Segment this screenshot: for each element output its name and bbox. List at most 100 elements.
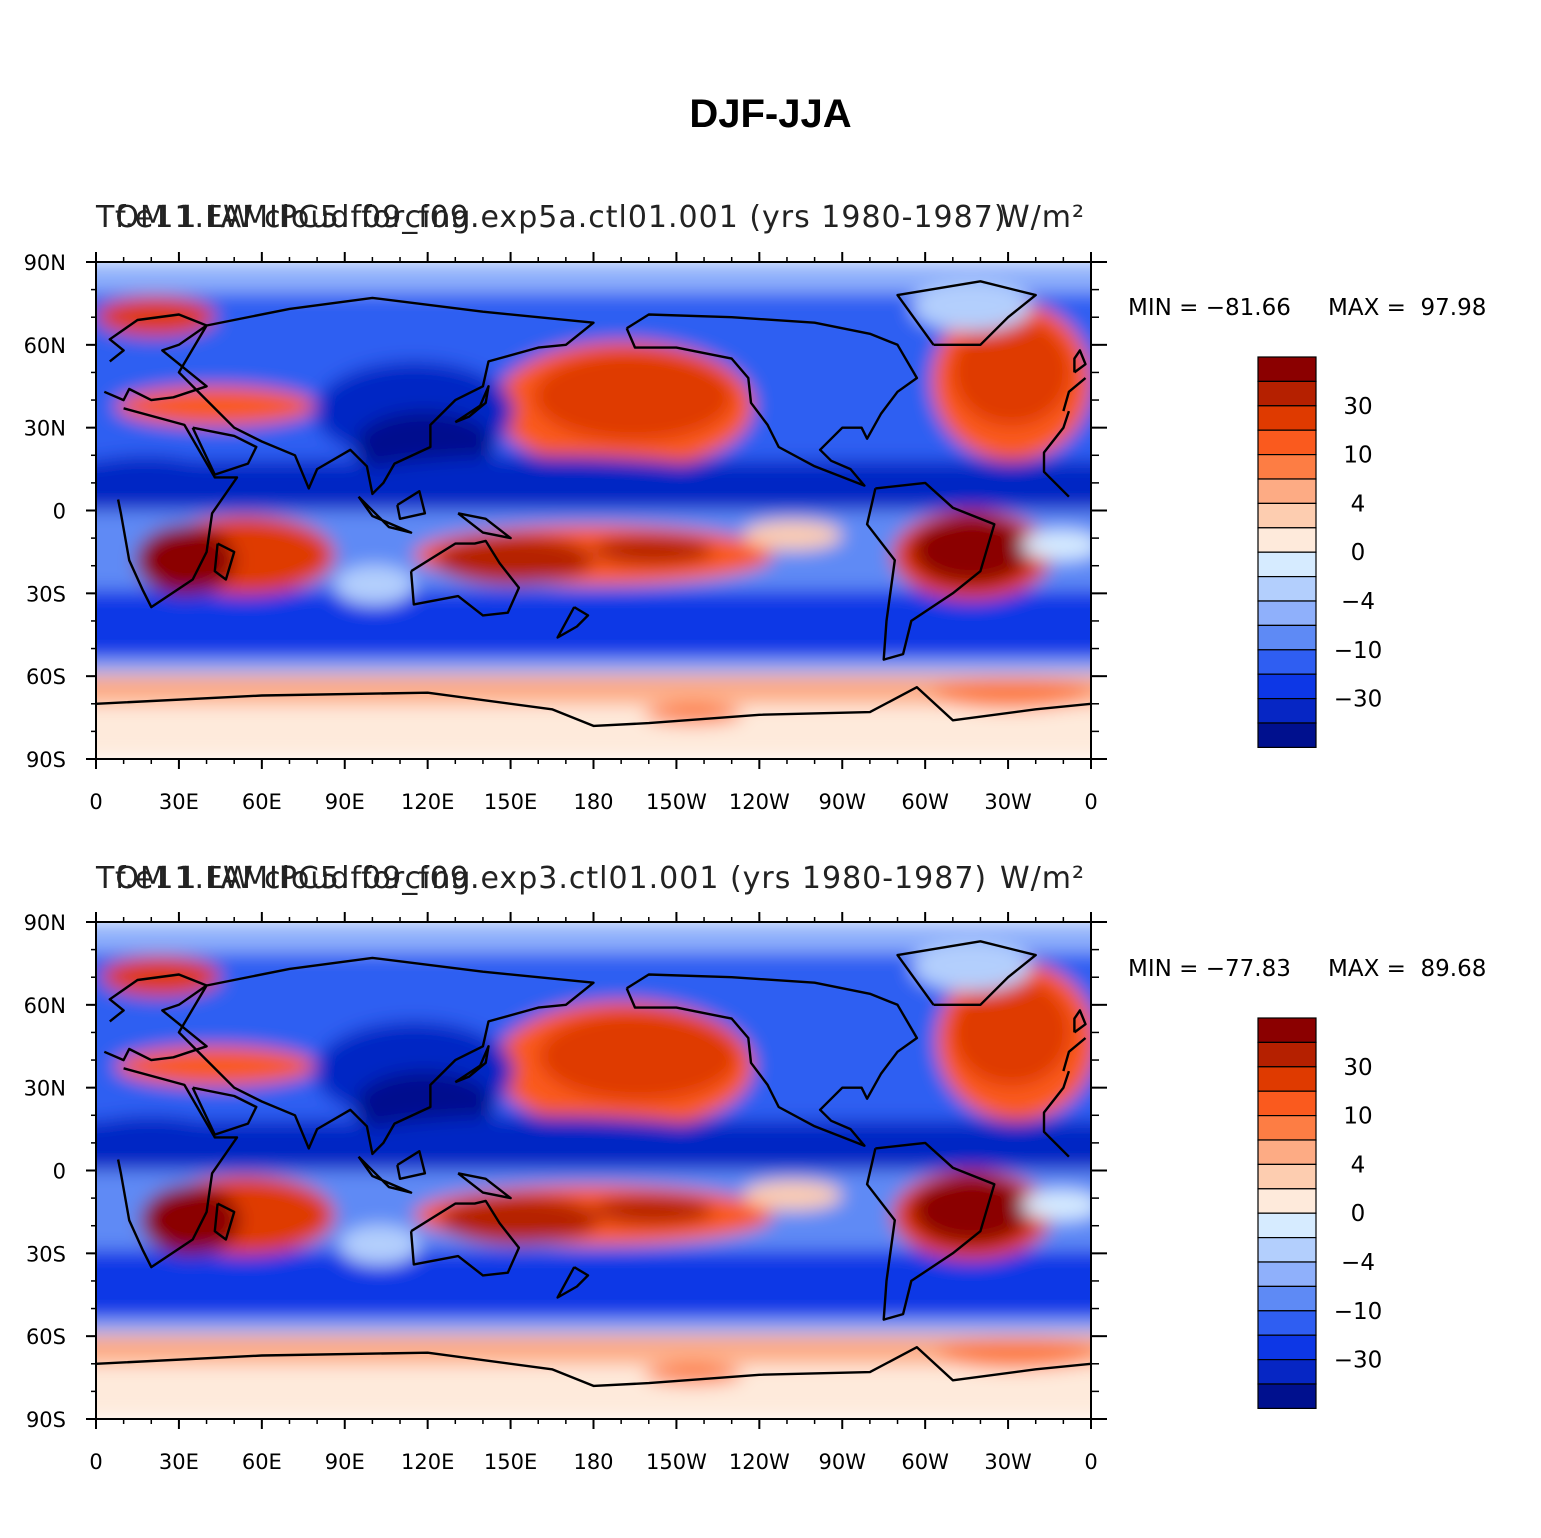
colorbar-swatch-1-10 bbox=[1257, 600, 1317, 626]
colorbar-swatch-2-10 bbox=[1257, 1261, 1317, 1287]
lat-tick-label-2-3: 0 bbox=[53, 1160, 66, 1184]
panel-2-center-title: f.e11.FAMIPC5.f09_f09.exp3.ctl01.001 (yr… bbox=[115, 861, 988, 896]
lon-tick-label-1-4: 120E bbox=[401, 790, 454, 814]
colorbar-swatch-1-5 bbox=[1257, 478, 1317, 504]
colorbar-label-1-2: 4 bbox=[1351, 491, 1366, 517]
field-contour-1-19 bbox=[1011, 460, 1091, 511]
panel-2-max-label: MAX = 89.68 bbox=[1328, 956, 1487, 982]
coastline-1-2 bbox=[177, 296, 595, 496]
lon-tick-label-2-8: 120W bbox=[729, 1450, 790, 1474]
colorbar-swatch-2-0 bbox=[1257, 1017, 1317, 1043]
map-panel-2: 0 30E 60E 90E 120E 150E 180 150W 120W 90W 60W 30W 09… bbox=[24, 911, 1383, 1474]
lon-tick-label-2-10: 60W bbox=[901, 1450, 949, 1474]
coastline-2-5 bbox=[865, 1141, 996, 1321]
lon-tick-label-2-1: 30E bbox=[159, 1450, 199, 1474]
field-contour-1-13 bbox=[951, 316, 1072, 427]
field-contour-2-14 bbox=[911, 941, 1032, 992]
colorbar-swatch-2-5 bbox=[1257, 1139, 1317, 1165]
colorbar-swatch-2-3 bbox=[1257, 1090, 1317, 1117]
colorbar-swatch-2-6 bbox=[1257, 1163, 1317, 1190]
lat-tick-label-1-4: 30S bbox=[26, 582, 66, 606]
coastline-2-12 bbox=[357, 1155, 413, 1194]
field-contour-2-13 bbox=[951, 976, 1072, 1087]
coastline-1-0 bbox=[116, 407, 1071, 609]
lon-tick-label-2-2: 60E bbox=[242, 1450, 282, 1474]
field-contour-2-16 bbox=[115, 1046, 315, 1087]
lon-tick-label-2-6: 180 bbox=[573, 1450, 613, 1474]
coastline-1-11 bbox=[396, 490, 427, 520]
coastline-2-13 bbox=[457, 1172, 512, 1200]
lon-tick-label-1-3: 90E bbox=[325, 790, 365, 814]
colorbar-swatch-2-7 bbox=[1257, 1188, 1317, 1214]
field-contour-1-30 bbox=[931, 679, 1091, 710]
lat-tick-label-1-5: 60S bbox=[26, 665, 66, 689]
colorbar-1: 30 10 4 0 −4 −10 −30 bbox=[1257, 356, 1382, 748]
coastline-1-12 bbox=[357, 495, 413, 534]
colorbar-swatch-1-1 bbox=[1257, 380, 1317, 407]
colorbar-swatch-1-2 bbox=[1257, 405, 1317, 431]
colorbar-label-2-3: 0 bbox=[1351, 1201, 1366, 1227]
coastline-1-14 bbox=[213, 542, 236, 581]
colorbar-swatch-1-6 bbox=[1257, 502, 1317, 529]
panel-1-center-title: f.e11.FAMIPC5.f09_f09.exp5a.ctl01.001 (y… bbox=[115, 200, 1007, 235]
coastline-1-6 bbox=[409, 539, 521, 617]
coastline-2-1 bbox=[103, 973, 1087, 1072]
colorbar-label-2-2: 4 bbox=[1351, 1152, 1366, 1178]
lon-tick-label-1-8: 120W bbox=[729, 790, 790, 814]
lon-tick-label-2-12: 0 bbox=[1084, 1450, 1097, 1474]
field-contour-1-26 bbox=[911, 515, 1032, 586]
coastline-2-15 bbox=[1073, 1009, 1087, 1034]
lon-tick-label-1-9: 90W bbox=[819, 790, 867, 814]
colorbar-swatch-1-11 bbox=[1257, 624, 1317, 651]
lat-tick-label-2-5: 60S bbox=[26, 1325, 66, 1349]
field-contour-2-26 bbox=[911, 1175, 1032, 1246]
coastline-1-15 bbox=[1073, 349, 1087, 374]
coastlines-1 bbox=[96, 280, 1091, 728]
coastline-1-5 bbox=[865, 481, 996, 661]
colorbar-2: 30 10 4 0 −4 −10 −30 bbox=[1257, 1017, 1383, 1409]
field-contour-2-17 bbox=[344, 1115, 743, 1166]
field-contour-2-24 bbox=[140, 1185, 241, 1255]
colorbar-label-2-6: −30 bbox=[1334, 1348, 1383, 1374]
colorbar-label-2-4: −4 bbox=[1341, 1250, 1375, 1276]
colorbar-swatch-1-7 bbox=[1257, 527, 1317, 553]
colorbar-label-2-0: 30 bbox=[1343, 1055, 1372, 1081]
coastline-2-14 bbox=[213, 1202, 236, 1241]
lat-tick-label-2-1: 60N bbox=[24, 994, 66, 1018]
panel-2-min-label: MIN = −77.83 bbox=[1128, 956, 1291, 982]
coastline-2-3 bbox=[191, 1086, 258, 1136]
figure-title: DJF-JJA bbox=[689, 92, 852, 136]
field-contour-2-32 bbox=[643, 1364, 743, 1385]
colorbar-swatch-2-12 bbox=[1257, 1310, 1317, 1336]
field-contour-1-32 bbox=[643, 704, 743, 725]
colorbar-swatch-1-4 bbox=[1257, 454, 1317, 480]
coastline-2-11 bbox=[396, 1150, 427, 1180]
field-contour-1-16 bbox=[115, 386, 315, 427]
field-contour-2-21 bbox=[439, 1195, 599, 1246]
colorbar-swatch-1-8 bbox=[1257, 551, 1317, 578]
lon-tick-label-2-5: 150E bbox=[484, 1450, 537, 1474]
colorbar-swatch-2-1 bbox=[1257, 1041, 1317, 1068]
lon-tick-label-1-6: 180 bbox=[573, 790, 613, 814]
field-contour-2-27 bbox=[339, 1225, 420, 1265]
lat-tick-label-2-6: 90S bbox=[26, 1408, 66, 1432]
colorbar-swatch-2-2 bbox=[1257, 1066, 1317, 1092]
lat-tick-label-1-2: 30N bbox=[24, 417, 66, 441]
colorbar-swatch-1-14 bbox=[1257, 697, 1317, 724]
colorbar-swatch-1-15 bbox=[1257, 722, 1317, 748]
colorbar-label-2-1: 10 bbox=[1343, 1104, 1372, 1130]
lat-tick-label-2-4: 30S bbox=[26, 1242, 66, 1266]
field-contour-2-4 bbox=[96, 1250, 1091, 1320]
lat-tick-label-1-6: 90S bbox=[26, 748, 66, 772]
field-contour-1-14 bbox=[911, 281, 1032, 332]
lon-tick-label-1-12: 0 bbox=[1084, 790, 1097, 814]
colorbar-label-1-4: −4 bbox=[1341, 589, 1375, 615]
lon-tick-label-1-11: 30W bbox=[984, 790, 1032, 814]
lat-tick-label-2-0: 90N bbox=[24, 911, 66, 935]
map-panel-1: 0 30E 60E 90E 120E 150E 180 150W 120W 90W 60W 30W 09… bbox=[24, 251, 1383, 814]
coastline-1-1 bbox=[103, 313, 1087, 412]
lat-tick-label-1-3: 0 bbox=[53, 500, 66, 524]
lat-tick-label-1-1: 60N bbox=[24, 334, 66, 358]
lon-tick-label-1-7: 150W bbox=[646, 790, 707, 814]
